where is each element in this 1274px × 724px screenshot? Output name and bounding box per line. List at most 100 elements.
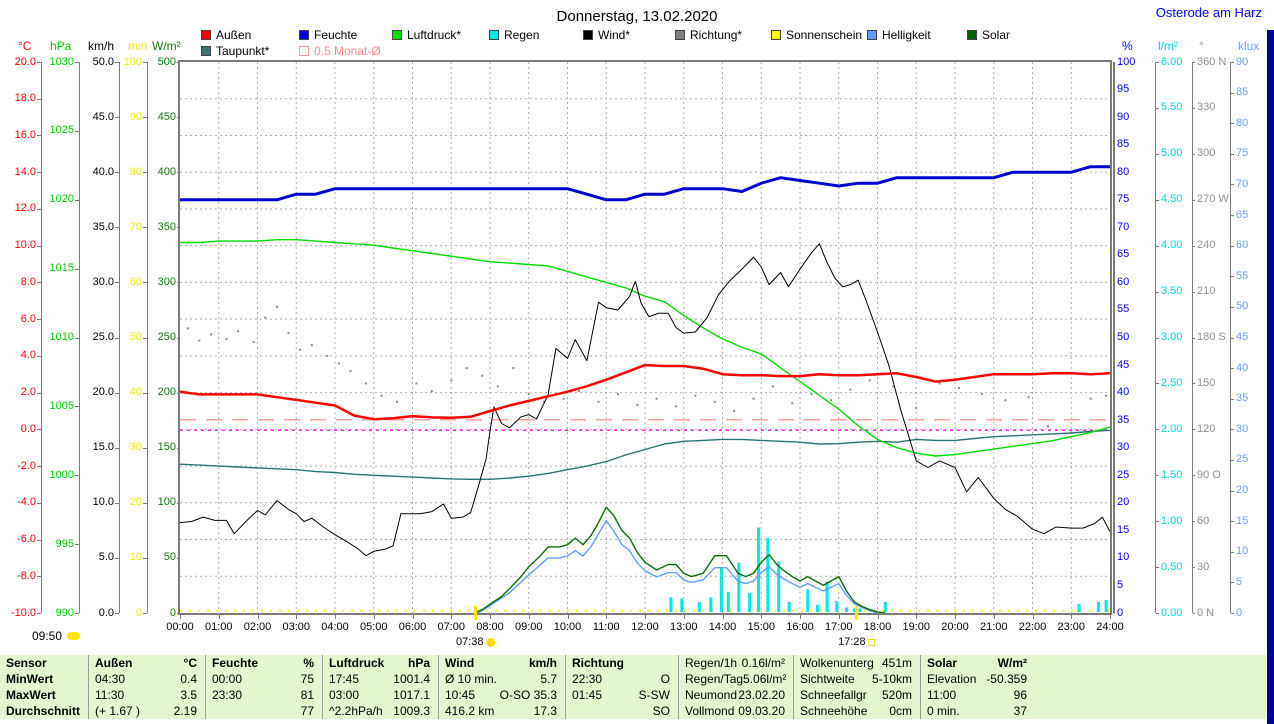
summary-row: Sensor	[0, 655, 88, 671]
rain-bar	[709, 597, 713, 612]
summary-cell-label: MaxWert	[6, 688, 56, 702]
axis-tick-mark	[115, 62, 119, 63]
direction-dot	[1047, 425, 1049, 428]
axis-unit-%: %	[1122, 39, 1133, 53]
summary-row: 00:00 75	[206, 671, 322, 687]
summary-cell-label: 416.2 km	[445, 704, 495, 718]
x-axis-tick	[838, 615, 840, 619]
summary-row: 03:00 1017.1	[323, 687, 438, 703]
direction-dot	[713, 400, 716, 403]
axis-tick-label: 55	[1236, 269, 1249, 282]
axis-tick-label: 100	[1117, 55, 1136, 68]
axis-tick-label: 25	[1236, 453, 1249, 466]
legend-item-richtung-[interactable]: Richtung*	[675, 29, 742, 41]
summary-filler	[1080, 655, 1266, 719]
axis-tick-mark	[1231, 582, 1234, 584]
x-axis-tick	[722, 615, 724, 619]
axis-tick-label: 35	[1117, 413, 1130, 426]
axis-tick-mark	[1156, 383, 1159, 385]
rain-bar	[680, 598, 684, 612]
axis-tick-label: 60	[1117, 275, 1130, 288]
sunrise-marker	[474, 606, 478, 620]
direction-dot	[981, 393, 984, 396]
summary-cell-value: SO	[652, 704, 670, 718]
axis-tick-mark	[115, 502, 119, 504]
legend-item-wind-[interactable]: Wind*	[583, 29, 630, 41]
axis-tick-mark	[143, 613, 147, 614]
axis-tick-label: 20.0	[14, 55, 36, 68]
summary-row: 10:45 O-SO 35.3	[439, 687, 565, 703]
axis-tick-mark	[1114, 420, 1115, 422]
summary-cell-label	[566, 703, 572, 719]
direction-dot	[349, 370, 352, 373]
x-axis-tick	[645, 615, 646, 619]
direction-dot	[597, 400, 600, 403]
axis-tick-mark	[1193, 245, 1195, 247]
direction-dot	[752, 397, 755, 400]
axis-tick-label: 0	[169, 606, 176, 619]
axis-tick-mark	[1231, 613, 1234, 614]
axis-tick-label: 4.00	[1161, 239, 1183, 252]
x-axis-tick	[955, 615, 956, 619]
axis-tick-mark	[143, 282, 147, 284]
legend-item-regen[interactable]: Regen	[489, 29, 539, 41]
summary-cell-label: Feuchte	[212, 656, 259, 670]
summary-row: Wolkenunterg 451m	[794, 655, 920, 671]
axis-tick-label: 85	[1236, 86, 1249, 99]
axis-tick-mark	[1114, 557, 1115, 559]
legend-swatch-icon	[675, 30, 685, 40]
x-axis-label: 10:00	[553, 621, 582, 633]
direction-dot	[450, 379, 453, 382]
rain-bar	[748, 592, 752, 612]
rain-bar	[787, 601, 791, 612]
legend-item-helligkeit[interactable]: Helligkeit	[867, 29, 931, 41]
legend-item-luftdruck-[interactable]: Luftdruck*	[392, 29, 461, 41]
axis-tick-mark	[1114, 447, 1115, 449]
legend-item-0-5-monat-[interactable]: 0.5 Monat-Ø	[299, 45, 381, 57]
axis-tick-mark	[115, 557, 119, 559]
direction-dot	[1027, 396, 1030, 399]
legend-item-taupunkt-[interactable]: Taupunkt*	[201, 45, 269, 57]
axis-tick-label: -6.0	[17, 533, 36, 546]
axis-tick-label: 1.00	[1161, 514, 1183, 527]
axis-tick-label: 2.50	[1161, 376, 1183, 389]
rain-bar	[1096, 601, 1100, 612]
axis-tick-label: 1.50	[1161, 468, 1183, 481]
rain-bar	[852, 608, 856, 612]
axis-tick-mark	[1114, 144, 1115, 146]
summary-row: ^2.2hPa/h 1009.3	[323, 703, 438, 719]
summary-cell-label: 04:30	[95, 672, 126, 686]
x-axis-tick	[761, 615, 763, 619]
legend-swatch-icon	[867, 30, 877, 40]
summary-cell-label: Schneehöhe	[800, 704, 868, 718]
direction-dot	[481, 374, 484, 377]
chart-plot-area[interactable]	[178, 60, 1112, 615]
legend-swatch-icon	[392, 30, 402, 40]
direction-dot	[938, 382, 941, 385]
summary-table: Sensor MinWert MaxWert Durchschnitt Außen °C 0…	[0, 655, 1266, 719]
legend-item-feuchte[interactable]: Feuchte	[299, 29, 357, 41]
axis-unit-km/h: km/h	[88, 39, 115, 53]
legend-item-au-en[interactable]: Außen	[201, 29, 251, 41]
axis-tick-mark	[1231, 62, 1234, 63]
x-axis-label: 00:00	[166, 621, 194, 633]
axis-tick-mark	[75, 406, 79, 408]
summary-cell-value: 451m	[881, 656, 912, 670]
axis-tick-mark	[1156, 337, 1159, 339]
axis-tick-label: 14.0	[14, 165, 36, 178]
x-axis-tick	[490, 615, 491, 619]
axis-unit-l/m²: l/m²	[1158, 39, 1178, 53]
summary-cell-value: W/m²	[997, 656, 1027, 670]
axis-tick-mark	[37, 539, 41, 541]
legend-item-solar[interactable]: Solar	[967, 29, 1010, 41]
direction-dot	[868, 379, 871, 382]
summary-cell-value: S-SW	[638, 688, 670, 702]
axis-tick-label: 200	[157, 386, 176, 399]
station-name[interactable]: Osterode am Harz	[1155, 5, 1262, 20]
rain-bar	[697, 601, 701, 612]
axis-line-min	[147, 62, 148, 613]
axis-tick-mark	[37, 502, 41, 504]
legend-item-sonnenschein[interactable]: Sonnenschein	[771, 29, 862, 41]
axis-line-°C	[41, 62, 42, 613]
summary-cell-value: O-SO 35.3	[499, 688, 557, 702]
